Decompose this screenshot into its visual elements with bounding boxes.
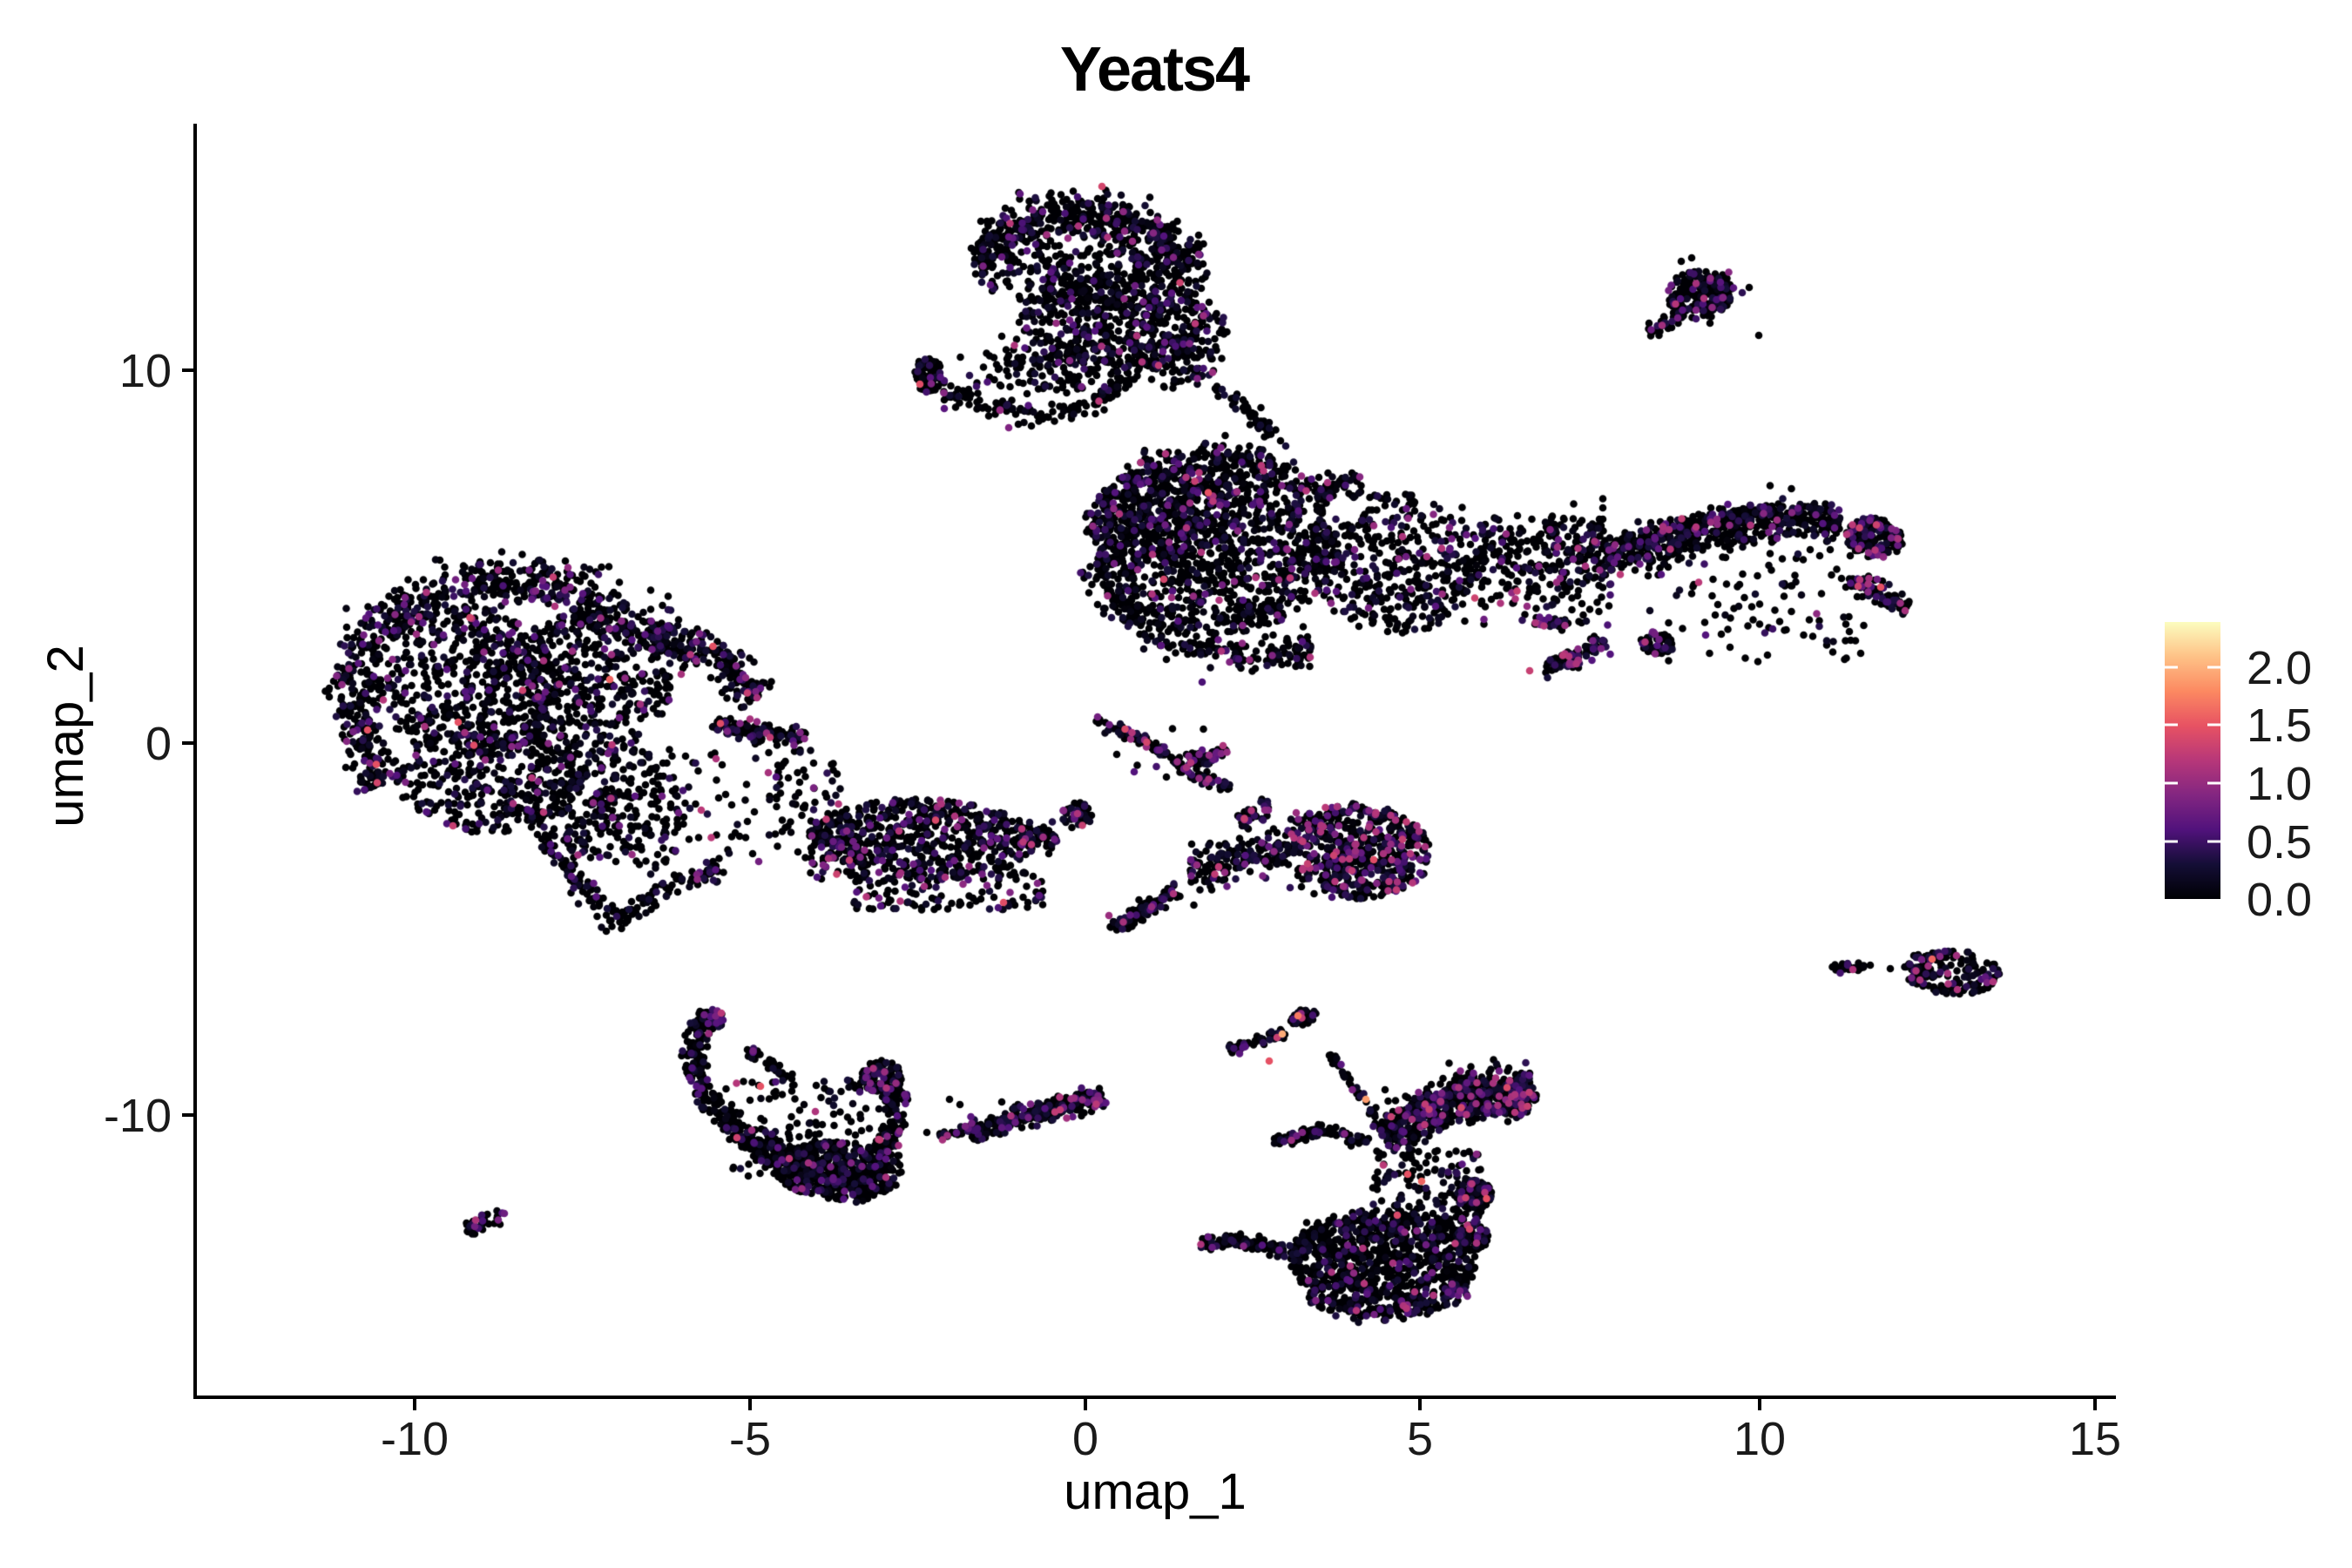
svg-text:-10: -10 — [381, 1413, 449, 1465]
svg-text:0.0: 0.0 — [2247, 874, 2312, 926]
svg-text:-5: -5 — [729, 1413, 771, 1465]
svg-text:0: 0 — [1072, 1413, 1098, 1465]
svg-text:2.0: 2.0 — [2247, 642, 2312, 694]
svg-text:10: 10 — [119, 345, 172, 397]
svg-text:Yeats4: Yeats4 — [1060, 35, 1250, 105]
svg-text:1.0: 1.0 — [2247, 758, 2312, 810]
svg-text:0: 0 — [145, 718, 172, 770]
svg-text:-10: -10 — [104, 1090, 172, 1142]
svg-text:5: 5 — [1407, 1413, 1433, 1465]
svg-text:15: 15 — [2069, 1413, 2121, 1465]
svg-text:umap_1: umap_1 — [1064, 1463, 1247, 1520]
svg-text:10: 10 — [1734, 1413, 1786, 1465]
svg-text:0.5: 0.5 — [2247, 816, 2312, 868]
svg-text:umap_2: umap_2 — [37, 645, 94, 828]
svg-text:1.5: 1.5 — [2247, 700, 2312, 752]
